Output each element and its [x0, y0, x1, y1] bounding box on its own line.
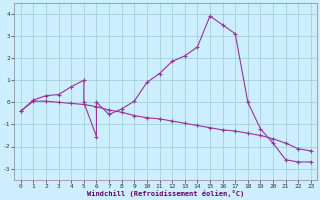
X-axis label: Windchill (Refroidissement éolien,°C): Windchill (Refroidissement éolien,°C)	[87, 190, 244, 197]
